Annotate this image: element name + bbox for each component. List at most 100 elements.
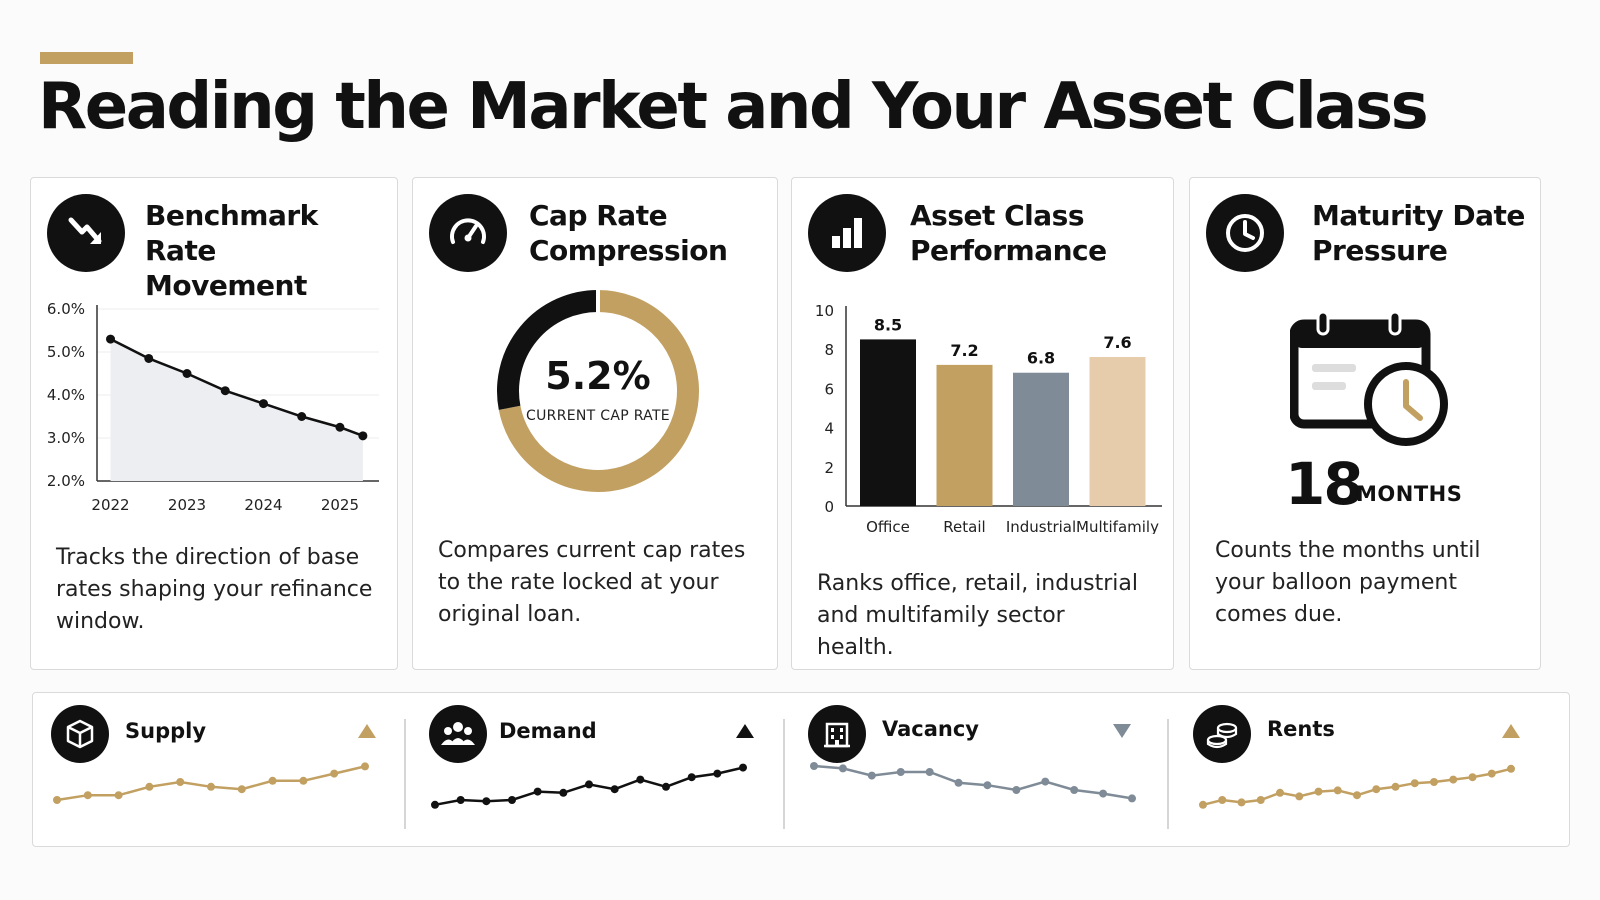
card-description: Tracks the direction of base rates shapi… (56, 545, 373, 634)
sparkline-path (813, 764, 1133, 800)
sparkline-point (983, 781, 992, 790)
bar-value-label: 7.6 (1103, 333, 1131, 352)
sparkline-point (1468, 773, 1477, 782)
bar-multifamily (1089, 357, 1146, 506)
metric-rents: Rents (1175, 693, 1555, 846)
sparkline-point (1295, 792, 1304, 801)
sparkline-point (1487, 769, 1496, 778)
data-point (144, 353, 154, 363)
data-point (106, 334, 116, 344)
people-icon (429, 705, 487, 763)
benchmark-rate-chart: 6.0% 5.0% 4.0% 3.0% 2.0% 2022 2023 2024 2025 (47, 300, 379, 514)
divider (1167, 719, 1169, 829)
demand-sparkline (431, 763, 747, 809)
card-title: Asset Class Performance (910, 199, 1107, 267)
triangle-up-icon (1502, 724, 1520, 738)
sparkline-point (176, 778, 185, 786)
sparkline-point (867, 771, 876, 780)
y-tick-label: 2 (824, 459, 834, 477)
bar-chart-icon (808, 194, 886, 272)
card-cap-rate: Cap Rate Compression 5.2% CURRENT CAP RA… (412, 177, 778, 670)
title-accent-bar (40, 52, 133, 64)
sparkline-point (559, 788, 568, 797)
metric-label: Supply (125, 719, 207, 743)
y-tick-label: 5.0% (47, 343, 85, 361)
bar-industrial (1013, 372, 1069, 506)
gauge-icon (429, 194, 507, 272)
sparkline-point (610, 785, 619, 794)
calendar-clock-icon (1289, 308, 1450, 451)
triangle-up-icon (358, 724, 376, 738)
card-description: Counts the months until your balloon pay… (1215, 538, 1481, 627)
triangle-up-icon (736, 724, 754, 738)
card-description: Ranks office, retail, industrial and mul… (817, 571, 1138, 660)
metric-supply: Supply (33, 693, 405, 846)
coins-icon (1193, 705, 1251, 763)
metric-label: Demand (499, 719, 597, 743)
sparkline-point (1099, 789, 1108, 798)
sparkline-point (1256, 796, 1265, 804)
metric-vacancy: Vacancy (790, 693, 1170, 846)
x-category-label: Retail (943, 518, 985, 534)
sparkline-point (1353, 791, 1361, 800)
sparkline-point (739, 763, 747, 772)
months-unit: MONTHS (1356, 482, 1463, 506)
sparkline-point (114, 791, 123, 800)
y-tick-label: 10 (815, 302, 834, 320)
y-tick-label: 6.0% (47, 300, 85, 318)
cap-rate-donut: 5.2% CURRENT CAP RATE (493, 286, 703, 496)
x-category-label: Office (866, 518, 910, 534)
sparkline-point (1276, 788, 1284, 797)
sparkline-point (145, 782, 154, 791)
sparkline-point (330, 769, 339, 778)
bar-retail (936, 364, 993, 506)
sparkline-point (838, 764, 847, 773)
sparkline-point (361, 762, 369, 771)
sparkline-point (482, 797, 491, 806)
sparkline-point (896, 768, 905, 776)
trend-down-icon (47, 194, 125, 272)
metric-label: Vacancy (882, 717, 979, 741)
x-tick-label: 2022 (91, 496, 129, 514)
sparkline-point (1430, 778, 1438, 786)
metric-label: Rents (1267, 717, 1335, 741)
card-maturity-date: Maturity Date Pressure 18 MONTHS Counts … (1189, 177, 1541, 670)
card-asset-class: Asset Class Performance 0 2 4 6 8 10 8.5 Office… (791, 177, 1174, 670)
sparkline-point (1372, 785, 1381, 794)
vacancy-sparkline (810, 762, 1136, 803)
data-point (358, 431, 368, 441)
triangle-down-icon (1113, 724, 1131, 738)
y-tick-label: 8 (824, 341, 834, 359)
sparkline-point (662, 782, 670, 791)
area-fill (110, 339, 363, 481)
sparkline-point (810, 762, 818, 770)
donut-black-segment (497, 290, 599, 410)
data-point (182, 369, 192, 378)
rate-line (109, 337, 364, 438)
sparkline-point (925, 768, 934, 776)
card-description: Compares current cap rates to the rate l… (438, 538, 746, 627)
sparkline-point (299, 776, 308, 785)
x-tick-label: 2023 (168, 496, 206, 514)
divider (404, 719, 406, 829)
cap-rate-value: 5.2% (545, 354, 651, 398)
sparkline-point (533, 787, 542, 796)
building-icon (808, 705, 866, 763)
bar-value-label: 6.8 (1027, 349, 1055, 368)
sparkline-point (237, 785, 246, 794)
sparkline-point (207, 782, 215, 791)
sparkline-point (1128, 794, 1136, 803)
sparkline-point (1391, 782, 1400, 791)
card-title: Cap Rate Compression (529, 199, 728, 267)
y-tick-label: 0 (824, 498, 834, 516)
card-title: Maturity Date Pressure (1312, 199, 1525, 267)
sparkline-path (1202, 767, 1512, 807)
sparkline-point (431, 800, 439, 809)
sparkline-point (1199, 800, 1207, 809)
sparkline-point (1070, 786, 1079, 794)
sparkline-point (1449, 775, 1458, 784)
divider (783, 719, 785, 829)
sparkline-point (1237, 798, 1246, 807)
market-metrics-panel: Supply Demand (32, 692, 1570, 847)
page-title: Reading the Market and Your Asset Class (38, 70, 1429, 144)
